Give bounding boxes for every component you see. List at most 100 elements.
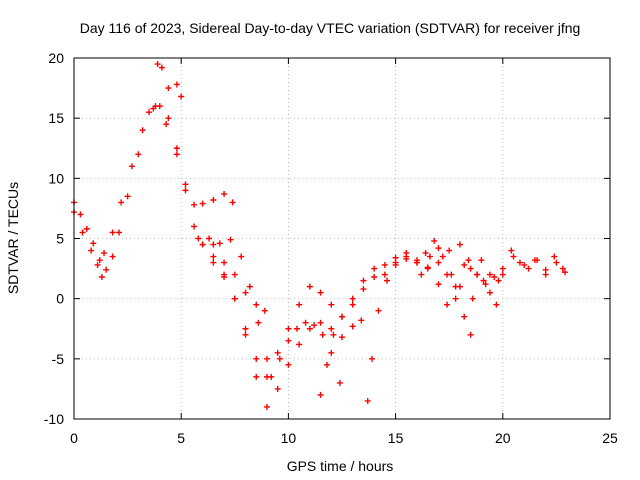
data-point (182, 187, 189, 194)
data-point (317, 289, 324, 296)
data-point (135, 151, 142, 158)
data-point (328, 325, 335, 332)
data-point (349, 301, 356, 308)
data-point (296, 341, 303, 348)
y-tick-label: 20 (48, 50, 64, 66)
data-point (195, 235, 202, 242)
x-tick-label: 10 (281, 430, 297, 446)
data-point (480, 277, 487, 284)
data-point (317, 391, 324, 398)
data-point (221, 259, 228, 266)
data-point (118, 199, 125, 206)
data-point (242, 289, 249, 296)
data-point (83, 225, 90, 232)
data-point (330, 331, 337, 338)
data-point (414, 257, 421, 264)
data-point (210, 241, 217, 248)
data-point (210, 259, 217, 266)
data-point (246, 283, 253, 290)
data-point (182, 181, 189, 188)
data-point (553, 259, 560, 266)
data-point (467, 331, 474, 338)
data-point (163, 121, 170, 128)
data-point (293, 325, 300, 332)
data-point (426, 253, 433, 260)
data-point (478, 257, 485, 264)
data-point (474, 271, 481, 278)
data-point (435, 245, 442, 252)
data-point (255, 319, 262, 326)
y-tick-label: 10 (48, 170, 64, 186)
data-point (467, 265, 474, 272)
y-tick-label: -10 (44, 411, 64, 427)
data-point (242, 325, 249, 332)
data-point (276, 355, 283, 362)
data-point (238, 253, 245, 260)
data-point (109, 253, 116, 260)
data-point (101, 249, 108, 256)
data-point (461, 313, 468, 320)
data-point (349, 323, 356, 330)
chart-title: Day 116 of 2023, Sidereal Day-to-day VTE… (80, 20, 581, 36)
data-point (210, 253, 217, 260)
data-point (328, 349, 335, 356)
data-point (191, 223, 198, 230)
data-point (94, 261, 101, 268)
data-point (173, 145, 180, 152)
data-point (302, 319, 309, 326)
data-point (349, 295, 356, 302)
data-point (358, 317, 365, 324)
data-point (403, 255, 410, 262)
data-point (403, 249, 410, 256)
data-point (422, 249, 429, 256)
data-point (216, 240, 223, 247)
data-point (375, 307, 382, 314)
data-point (154, 61, 161, 68)
data-point (495, 277, 502, 284)
data-point (339, 313, 345, 320)
data-point (268, 373, 275, 380)
data-point (364, 397, 371, 404)
data-point (323, 361, 330, 368)
data-point (336, 379, 343, 386)
data-point (439, 253, 446, 260)
data-point (263, 355, 270, 362)
data-point (77, 211, 84, 218)
data-point (339, 334, 345, 341)
x-tick-label: 15 (388, 430, 404, 446)
data-point (253, 373, 260, 380)
data-point (371, 265, 378, 272)
data-point (178, 93, 185, 100)
data-point (221, 274, 228, 281)
data-point (559, 265, 566, 272)
data-point (381, 271, 388, 278)
data-point (418, 271, 425, 278)
x-tick-label: 0 (70, 430, 78, 446)
x-axis-ticks: 0 5 10 15 20 25 (70, 58, 618, 446)
data-point (261, 307, 268, 314)
data-point (98, 274, 105, 281)
data-point (435, 259, 442, 266)
data-point (263, 403, 270, 410)
data-point (165, 115, 172, 122)
x-tick-label: 5 (177, 430, 185, 446)
data-point (384, 277, 391, 284)
data-point (491, 274, 498, 281)
data-point (319, 331, 326, 338)
data-point (456, 241, 463, 248)
y-tick-label: 5 (56, 231, 64, 247)
data-point (444, 301, 451, 308)
y-axis-label: SDTVAR / TECUs (5, 182, 21, 294)
data-point (452, 283, 459, 290)
data-point (191, 201, 198, 208)
data-point (499, 271, 506, 278)
data-point (199, 241, 206, 248)
data-point (128, 163, 135, 170)
data-point (165, 85, 172, 92)
data-point (392, 259, 399, 266)
x-axis-label: GPS time / hours (287, 458, 394, 474)
data-point (469, 295, 476, 302)
data-point (446, 247, 453, 254)
data-point (79, 229, 86, 236)
data-point (274, 349, 281, 356)
